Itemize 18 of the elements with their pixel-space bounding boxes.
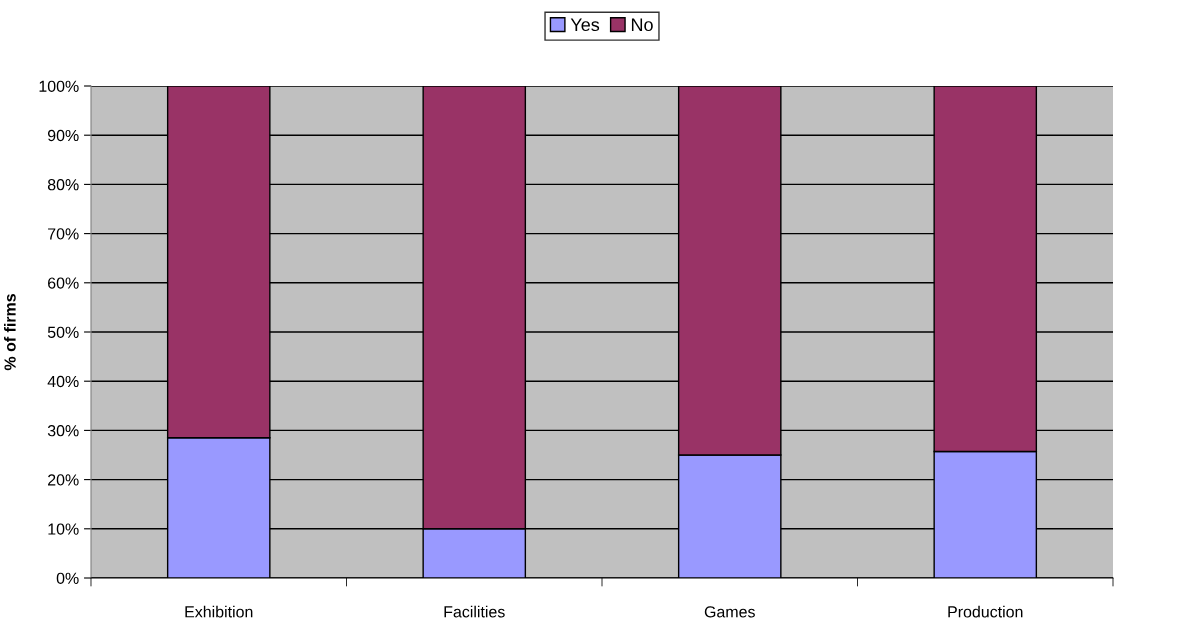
- y-tick-label: 100%: [39, 80, 79, 92]
- y-tick-label: 40%: [47, 375, 79, 388]
- y-tick-label: 80%: [47, 179, 79, 191]
- y-tick-label: 90%: [47, 129, 79, 142]
- y-tick-label: 0%: [56, 572, 79, 584]
- y-tick-label: 10%: [48, 523, 79, 535]
- x-tick-label: Exhibition: [185, 605, 253, 618]
- y-tick-label: 60%: [48, 277, 79, 289]
- y-tick-label: 30%: [47, 425, 79, 437]
- x-tick-label: Facilities: [444, 605, 505, 618]
- y-tick-label: 70%: [48, 228, 79, 240]
- y-tick-label: 20%: [48, 474, 79, 486]
- legend-label: No: [631, 18, 653, 32]
- y-tick-label: 50%: [47, 326, 79, 338]
- x-tick-label: Production: [948, 605, 1023, 618]
- y-axis-title: % of firms: [4, 294, 16, 371]
- legend-label: Yes: [570, 18, 600, 32]
- x-tick-label: Games: [704, 606, 755, 618]
